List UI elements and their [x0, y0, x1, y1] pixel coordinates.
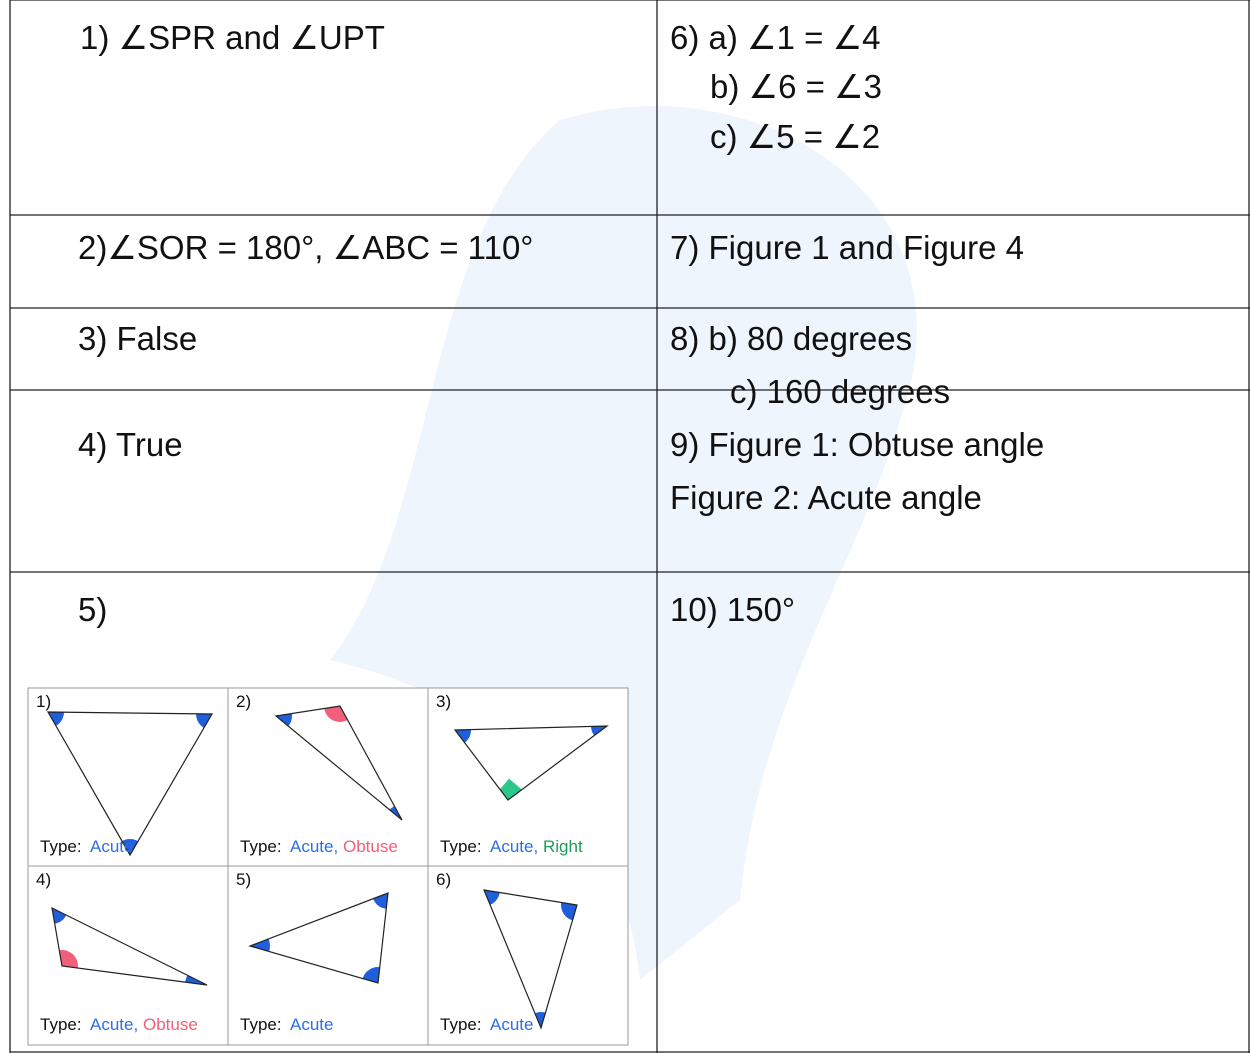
cell-text: 4) True [78, 425, 183, 465]
type-value: Acute, [90, 1015, 138, 1035]
triangle-number: 2) [236, 692, 251, 712]
cell-text: c) ∠5 = ∠2 [710, 117, 880, 157]
triangle-number: 1) [36, 692, 51, 712]
type-label: Type: [240, 1015, 282, 1035]
cell-text: Figure 2: Acute angle [670, 478, 982, 518]
triangle-grid [28, 688, 628, 1045]
type-value: Obtuse [143, 1015, 198, 1035]
page: 1) ∠SPR and ∠UPT 6) a) ∠1 = ∠4 b) ∠6 = ∠… [0, 0, 1250, 1053]
type-value: Acute [290, 1015, 333, 1035]
type-label: Type: [440, 1015, 482, 1035]
triangle-number: 3) [436, 692, 451, 712]
type-value: Right [543, 837, 583, 857]
cell-text: 2)∠SOR = 180°, ∠ABC = 110° [78, 228, 534, 268]
cell-text: 8) b) 80 degrees [670, 319, 912, 359]
cell-text: 3) False [78, 319, 197, 359]
triangle-number: 6) [436, 870, 451, 890]
cell-text: 5) [78, 590, 107, 630]
type-label: Type: [40, 837, 82, 857]
type-value: Acute, [290, 837, 338, 857]
cell-text: c) 160 degrees [730, 372, 950, 412]
triangle-number: 4) [36, 870, 51, 890]
type-value: Obtuse [343, 837, 398, 857]
cell-text: 6) a) ∠1 = ∠4 [670, 18, 881, 58]
type-label: Type: [440, 837, 482, 857]
type-value: Acute [490, 1015, 533, 1035]
cell-text: 10) 150° [670, 590, 795, 630]
type-value: Acute, [490, 837, 538, 857]
cell-text: 9) Figure 1: Obtuse angle [670, 425, 1044, 465]
cell-text: 1) ∠SPR and ∠UPT [80, 18, 385, 58]
type-label: Type: [40, 1015, 82, 1035]
cell-text: b) ∠6 = ∠3 [710, 67, 882, 107]
triangle-number: 5) [236, 870, 251, 890]
cell-text: 7) Figure 1 and Figure 4 [670, 228, 1024, 268]
type-label: Type: [240, 837, 282, 857]
type-value: Acute [90, 837, 133, 857]
layout [0, 0, 1250, 1053]
